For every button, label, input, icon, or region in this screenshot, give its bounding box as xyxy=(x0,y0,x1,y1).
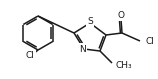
Text: N: N xyxy=(80,44,86,53)
Text: Cl: Cl xyxy=(145,36,154,46)
Text: O: O xyxy=(118,11,125,20)
Text: S: S xyxy=(87,18,93,26)
Text: Cl: Cl xyxy=(26,52,34,61)
Text: CH₃: CH₃ xyxy=(115,61,132,70)
